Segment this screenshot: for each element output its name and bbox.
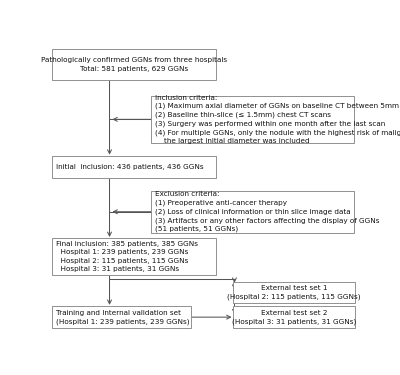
Text: Inclusion criteria:
(1) Maximum axial diameter of GGNs on baseline CT between 5m: Inclusion criteria: (1) Maximum axial di…	[155, 95, 400, 144]
FancyBboxPatch shape	[52, 238, 216, 274]
Text: Exclusion criteria:
(1) Preoperative anti-cancer therapy
(2) Loss of clinical in: Exclusion criteria: (1) Preoperative ant…	[155, 191, 380, 232]
FancyBboxPatch shape	[233, 306, 355, 328]
Text: External test set 1
(Hospital 2: 115 patients, 115 GGNs): External test set 1 (Hospital 2: 115 pat…	[227, 285, 361, 300]
FancyBboxPatch shape	[52, 50, 216, 80]
FancyBboxPatch shape	[151, 191, 354, 232]
Text: External test set 2
(Hospital 3: 31 patients, 31 GGNs): External test set 2 (Hospital 3: 31 pati…	[232, 310, 356, 324]
FancyBboxPatch shape	[151, 96, 354, 143]
FancyBboxPatch shape	[52, 306, 191, 328]
Text: Final inclusion: 385 patients, 385 GGNs
  Hospital 1: 239 patients, 239 GGNs
  H: Final inclusion: 385 patients, 385 GGNs …	[56, 241, 198, 272]
Text: Initial  inclusion: 436 patients, 436 GGNs: Initial inclusion: 436 patients, 436 GGN…	[56, 164, 204, 170]
Text: Training and Internal validation set
(Hospital 1: 239 patients, 239 GGNs): Training and Internal validation set (Ho…	[56, 310, 190, 324]
FancyBboxPatch shape	[52, 156, 216, 178]
Text: Pathologically confirmed GGNs from three hospitals
Total: 581 patients, 629 GGNs: Pathologically confirmed GGNs from three…	[41, 57, 227, 72]
FancyBboxPatch shape	[233, 282, 355, 303]
